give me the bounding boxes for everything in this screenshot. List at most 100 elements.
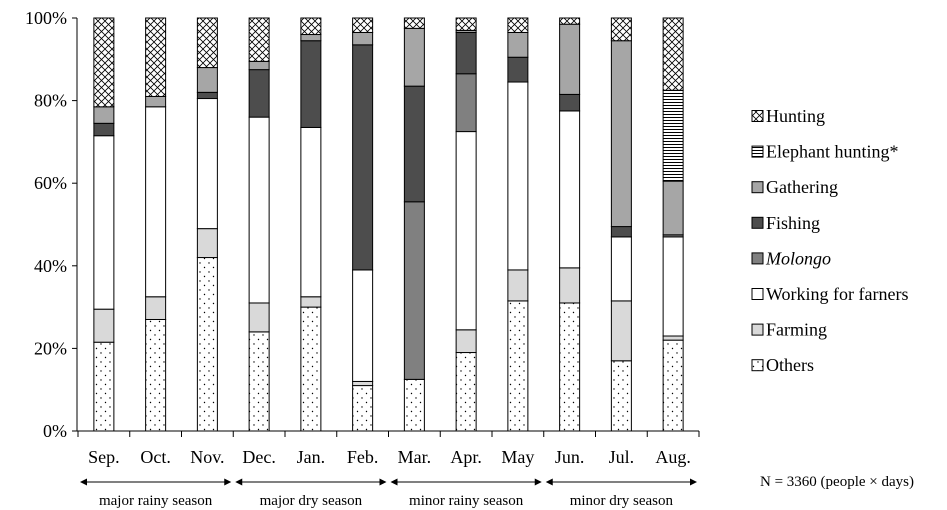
bar-segment-hunting [455, 17, 477, 31]
bar-segment-working-for-farners [507, 81, 529, 271]
bar-segment-farming [610, 300, 632, 362]
x-tick-label: Aug. [655, 447, 691, 467]
bar-segment-hunting [559, 17, 581, 25]
bar-segment-others [93, 341, 115, 432]
bar-segment-working-for-farners [145, 106, 167, 298]
bar-segment-gathering [93, 106, 115, 124]
bar-segment-working-for-farners [248, 116, 270, 304]
bar-segment-gathering [300, 34, 322, 42]
x-tick-label: Jun. [555, 447, 585, 467]
legend-swatch-gathering [751, 181, 764, 194]
bar-segment-farming [662, 335, 684, 341]
bar-segment-farming [248, 302, 270, 333]
season-label: major dry season [260, 493, 363, 509]
bar-segment-farming [93, 308, 115, 343]
legend-swatch-molongo [751, 252, 764, 265]
bar-segment-molongo [403, 201, 425, 380]
bar-segment-gathering [248, 60, 270, 71]
bar-segment-working-for-farners [662, 236, 684, 337]
bar-segment-gathering [610, 40, 632, 228]
bar-segment-gathering [403, 27, 425, 87]
legend-swatch-farming [751, 323, 764, 336]
bar-segment-working-for-farners [352, 269, 374, 382]
bar-segment-hunting [248, 17, 270, 62]
bar-segment-gathering [196, 67, 218, 93]
arrow-left-head [80, 478, 87, 486]
bar-segment-others [248, 331, 270, 432]
bar-segment-hunting [196, 17, 218, 69]
bar-segment-farming [559, 267, 581, 304]
legend-swatch-fishing [751, 216, 764, 229]
legend-label-working-for-farners: Working for farners [766, 284, 909, 304]
legend-label-molongo: Molongo [765, 248, 831, 268]
y-tick-label: 60% [34, 173, 67, 193]
legend-swatch-others [751, 359, 764, 372]
x-tick-label: Nov. [190, 447, 224, 467]
y-tick-label: 0% [43, 421, 67, 441]
bar-segment-working-for-farners [93, 135, 115, 310]
y-tick-label: 20% [34, 338, 67, 358]
bar-segment-working-for-farners [196, 98, 218, 230]
bar-segment-farming [196, 228, 218, 259]
bar-segment-fishing [300, 40, 322, 128]
legend-label-elephant-hunting: Elephant hunting* [766, 142, 898, 162]
bar-segment-farming [507, 269, 529, 302]
bar-segment-farming [455, 329, 477, 354]
bar-segment-gathering [352, 31, 374, 46]
x-tick-label: Jan. [297, 447, 326, 467]
bar-segment-fishing [352, 44, 374, 271]
arrow-left-head [545, 478, 553, 486]
legend-label-others: Others [766, 355, 814, 375]
bar-segment-hunting [610, 17, 632, 42]
bar-segment-others [352, 385, 374, 432]
bar-segment-working-for-farners [455, 131, 477, 331]
bar-segment-hunting [507, 17, 529, 33]
legend-label-farming: Farming [766, 320, 827, 340]
y-tick-label: 40% [34, 256, 67, 276]
legend-swatch-working-for-farners [751, 288, 764, 300]
bar-segment-others [610, 360, 632, 432]
arrow-left-head [390, 478, 398, 486]
bar-segment-others [196, 257, 218, 432]
season-label: major rainy season [99, 493, 213, 509]
bar-segment-elephant-hunting [662, 89, 684, 182]
season-label: minor rainy season [409, 493, 524, 509]
x-tick-label: Feb. [347, 447, 379, 467]
bar-segment-fishing [196, 91, 218, 100]
bar-segment-gathering [145, 95, 167, 108]
bar-segment-gathering [662, 180, 684, 236]
bar-segment-hunting [300, 17, 322, 36]
x-tick-label: Sep. [88, 447, 120, 467]
legend-label-hunting: Hunting [766, 106, 825, 126]
bar-segment-hunting [662, 17, 684, 91]
season-axis: major rainy season major dry season minor … [80, 478, 697, 509]
bar-segment-hunting [145, 17, 167, 97]
y-axis: 0% 20% 40% 60% 80% 100% [25, 8, 78, 441]
arrow-right-head [534, 478, 542, 486]
bar-segment-working-for-farners [610, 236, 632, 302]
x-tick-label: Mar. [398, 447, 432, 467]
legend: Hunting Elephant hunting* Gathering Fishing… [751, 106, 909, 375]
bar-segment-others [145, 318, 167, 432]
season-label: minor dry season [570, 493, 674, 509]
bar-segment-gathering [507, 31, 529, 58]
bar-segment-fishing [610, 226, 632, 238]
legend-label-gathering: Gathering [766, 177, 838, 197]
x-tick-label: Jul. [609, 447, 635, 467]
y-tick-label: 100% [25, 8, 67, 28]
bar-segment-others [300, 306, 322, 432]
arrow-left-head [235, 478, 243, 486]
legend-swatch-elephant-hunting [751, 145, 764, 158]
bar-segment-fishing [248, 69, 270, 118]
bar-segment-working-for-farners [300, 126, 322, 298]
arrow-right-head [224, 478, 232, 486]
arrow-right-head [690, 478, 697, 486]
bar-segment-hunting [352, 17, 374, 33]
sample-size-note: N = 3360 (people × days) [760, 474, 914, 490]
bar-segment-gathering [559, 23, 581, 95]
arrow-right-head [379, 478, 387, 486]
bar-segment-farming [145, 296, 167, 320]
bar-segment-fishing [93, 122, 115, 137]
bar-segment-fishing [507, 56, 529, 83]
